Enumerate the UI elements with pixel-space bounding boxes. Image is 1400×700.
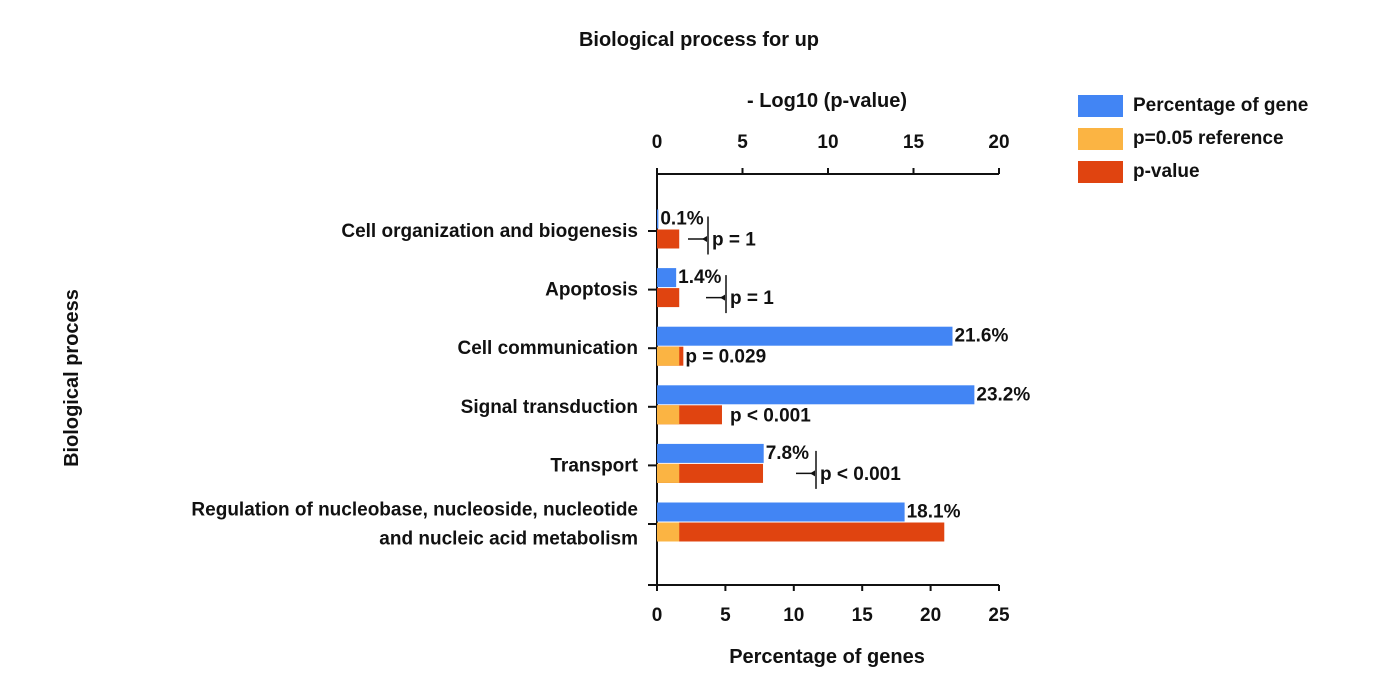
legend-swatch-reference xyxy=(1078,127,1123,150)
bottom-axis-ticks: 0 5 10 15 20 25 xyxy=(652,585,1010,626)
bar-percentage-signal-transduction xyxy=(657,385,975,405)
pvalue-arrowhead-cell-organization-and-biogenesis xyxy=(702,236,707,242)
bars xyxy=(657,209,975,542)
category-label-transport: Transport xyxy=(550,455,638,476)
legend-label-pvalue: p-value xyxy=(1133,160,1200,182)
bottom-tick-label-5: 5 xyxy=(720,605,731,626)
bar-percentage-regulation-of-nucleobase-nucleoside-nucl xyxy=(657,502,905,522)
data-label-percentage-regulation-of-nucleobase-nucleoside-nucl: 18.1% xyxy=(907,502,961,523)
top-tick-label-10: 10 xyxy=(817,132,838,153)
data-label-pvalue-signal-transduction: p < 0.001 xyxy=(730,405,811,426)
chart-title: Biological process for up xyxy=(579,29,819,51)
data-label-percentage-transport: 7.8% xyxy=(766,443,809,464)
bottom-tick-label-20: 20 xyxy=(920,605,941,626)
bar-percentage-apoptosis xyxy=(657,268,677,288)
top-axis-ticks: 0 5 10 15 20 xyxy=(652,132,1010,174)
category-label-cell-communication: Cell communication xyxy=(457,338,638,359)
top-axis-title: - Log10 (p-value) xyxy=(747,90,907,112)
data-label-pvalue-cell-communication: p = 0.029 xyxy=(685,347,766,368)
bottom-tick-label-10: 10 xyxy=(783,605,804,626)
data-label-pvalue-cell-organization-and-biogenesis: p = 1 xyxy=(712,230,756,251)
bottom-axis-title: Percentage of genes xyxy=(729,646,925,668)
annotations: 0.1% p = 1 1.4% p = 1 21.6% p = 0.029 23.2% p <… xyxy=(660,209,1030,523)
data-label-pvalue-apoptosis: p = 1 xyxy=(730,288,774,309)
bar-percentage-cell-organization-and-biogenesis xyxy=(657,209,659,229)
bar-pvalue-transport xyxy=(657,463,764,483)
bar-percentage-cell-communication xyxy=(657,326,953,346)
bottom-tick-label-0: 0 xyxy=(652,605,663,626)
data-label-percentage-signal-transduction: 23.2% xyxy=(976,384,1030,405)
legend-label-percentage: Percentage of gene xyxy=(1133,94,1309,116)
legend-item-reference: p=0.05 reference xyxy=(1078,122,1308,155)
legend-swatch-pvalue xyxy=(1078,160,1123,183)
bar-reference-transport xyxy=(657,463,680,483)
bar-percentage-transport xyxy=(657,443,764,463)
top-tick-label-5: 5 xyxy=(737,132,748,153)
legend-label-reference: p=0.05 reference xyxy=(1133,127,1284,149)
bar-pvalue-apoptosis xyxy=(657,288,680,308)
top-tick-label-0: 0 xyxy=(652,132,663,153)
top-tick-label-20: 20 xyxy=(988,132,1009,153)
data-label-percentage-cell-organization-and-biogenesis: 0.1% xyxy=(660,209,703,230)
legend-item-percentage: Percentage of gene xyxy=(1078,89,1308,122)
bottom-tick-label-25: 25 xyxy=(988,605,1010,626)
legend: Percentage of gene p=0.05 reference p-va… xyxy=(1078,89,1308,188)
category-axis: Cell organization and biogenesis Apoptosi… xyxy=(191,221,657,586)
legend-item-pvalue: p-value xyxy=(1078,155,1308,188)
y-axis-title: Biological process xyxy=(61,289,83,467)
category-label-apoptosis: Apoptosis xyxy=(545,280,638,301)
category-label-signal-transduction: Signal transduction xyxy=(461,397,638,418)
pvalue-arrowhead-apoptosis xyxy=(720,294,725,301)
bar-reference-regulation-of-nucleobase-nucleoside-nucl xyxy=(657,522,680,542)
top-tick-label-15: 15 xyxy=(903,132,925,153)
bar-pvalue-regulation-of-nucleobase-nucleoside-nucl xyxy=(657,522,945,542)
bar-pvalue-cell-organization-and-biogenesis xyxy=(657,229,680,249)
category-label-cell-organization-and-biogenesis: Cell organization and biogenesis xyxy=(341,221,638,242)
category-label-regulation-of-nucleobase-nucleoside-nucleotide-and-nucleic-acid-metabolism-line-1: Regulation of nucleobase, nucleoside, nu… xyxy=(191,500,638,521)
data-label-pvalue-transport: p < 0.001 xyxy=(820,464,901,485)
data-label-percentage-cell-communication: 21.6% xyxy=(954,326,1008,347)
category-label-regulation-of-nucleobase-nucleoside-nucleotide-and-nucleic-acid-metabolism-line-2: and nucleic acid metabolism xyxy=(379,529,638,550)
legend-swatch-percentage xyxy=(1078,94,1123,117)
data-label-percentage-apoptosis: 1.4% xyxy=(678,267,721,288)
pvalue-arrowhead-transport xyxy=(810,470,815,477)
bottom-tick-label-15: 15 xyxy=(852,605,874,626)
bar-reference-signal-transduction xyxy=(657,405,680,425)
bar-reference-cell-communication xyxy=(657,346,680,366)
